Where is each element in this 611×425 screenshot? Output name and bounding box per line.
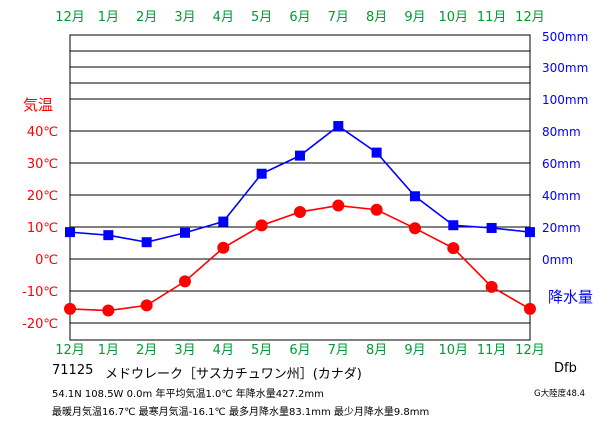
precip-tick-label: 0mm — [542, 253, 573, 267]
temp-tick-label: 40℃ — [27, 125, 58, 140]
chart-grid — [69, 34, 531, 341]
month-label-top: 1月 — [98, 10, 119, 25]
precip-point — [218, 216, 229, 227]
month-label-top: 12月 — [515, 10, 545, 25]
plot-frame — [69, 34, 531, 341]
precip-tick-label: 60mm — [542, 157, 581, 171]
temp-point — [332, 199, 345, 212]
precip-tick-label: 40mm — [542, 189, 581, 203]
month-label-bottom: 5月 — [251, 343, 272, 358]
month-label-bottom: 4月 — [213, 343, 234, 358]
month-label-bottom: 9月 — [404, 343, 425, 358]
chart-axes: 12月 12月 1月 1月 2月 2月 3月 3月 4月 4月 5月 5月 6月 6月 7月 7月 8月 8月 9月… — [22, 10, 593, 358]
month-label-bottom: 10月 — [439, 343, 469, 358]
temp-point — [255, 219, 268, 232]
month-label-top: 6月 — [289, 10, 310, 25]
temp-point — [64, 302, 76, 315]
precip-point — [524, 227, 535, 238]
temp-point — [523, 302, 536, 315]
precip-point — [256, 168, 267, 179]
month-label-bottom: 12月 — [515, 343, 545, 358]
precip-point — [294, 150, 305, 161]
precip-point — [409, 191, 420, 202]
month-label-bottom: 3月 — [174, 343, 195, 358]
temp-tick-label: 0℃ — [35, 253, 58, 268]
precip-point — [103, 230, 114, 241]
month-label-top: 10月 — [439, 10, 469, 25]
temp-tick-label: 20℃ — [27, 189, 58, 204]
month-label-top: 3月 — [174, 10, 195, 25]
month-label-top: 11月 — [477, 10, 507, 25]
temp-line — [69, 204, 531, 312]
precip-point — [333, 121, 344, 132]
precip-tick-label: 80mm — [542, 125, 581, 139]
temp-point — [485, 280, 498, 293]
precip-point — [141, 237, 152, 248]
month-label-top: 8月 — [366, 10, 387, 25]
temp-point — [370, 203, 383, 216]
month-label-bottom: 11月 — [477, 343, 507, 358]
temp-tick-label: 30℃ — [27, 157, 58, 172]
temp-point — [140, 299, 153, 312]
precip-point — [65, 227, 75, 238]
precip-point — [486, 222, 497, 233]
month-label-top: 2月 — [136, 10, 157, 25]
month-label-bottom: 6月 — [289, 343, 310, 358]
month-label-top: 5月 — [251, 10, 272, 25]
temp-point — [293, 205, 306, 218]
precip-tick-label: 20mm — [542, 221, 581, 235]
chart-series — [64, 121, 536, 317]
precip-point — [448, 220, 459, 231]
month-label-top: 4月 — [213, 10, 234, 25]
precip-axis-label: 降水量 — [548, 288, 593, 306]
month-label-bottom: 12月 — [55, 343, 85, 358]
temp-point — [447, 242, 460, 255]
temp-point — [217, 241, 230, 254]
temp-point — [102, 304, 115, 317]
temp-axis-label: 気温 — [23, 96, 53, 114]
precip-tick-label-upper: 500mm — [542, 30, 588, 44]
temp-tick-label: -20℃ — [22, 317, 58, 332]
month-label-top: 12月 — [55, 10, 85, 25]
month-label-bottom: 1月 — [98, 343, 119, 358]
temp-point — [178, 275, 191, 288]
precip-point — [179, 227, 190, 238]
month-label-bottom: 7月 — [328, 343, 349, 358]
month-label-top: 9月 — [404, 10, 425, 25]
precip-tick-label-upper: 100mm — [542, 93, 588, 107]
precip-point — [371, 147, 382, 158]
temp-tick-label: -10℃ — [22, 285, 58, 300]
month-label-bottom: 2月 — [136, 343, 157, 358]
month-label-bottom: 8月 — [366, 343, 387, 358]
temp-tick-label: 10℃ — [27, 221, 58, 236]
temp-point — [408, 222, 421, 235]
precip-tick-label-upper: 300mm — [542, 61, 588, 75]
precip-line — [69, 125, 531, 244]
month-label-top: 7月 — [328, 10, 349, 25]
